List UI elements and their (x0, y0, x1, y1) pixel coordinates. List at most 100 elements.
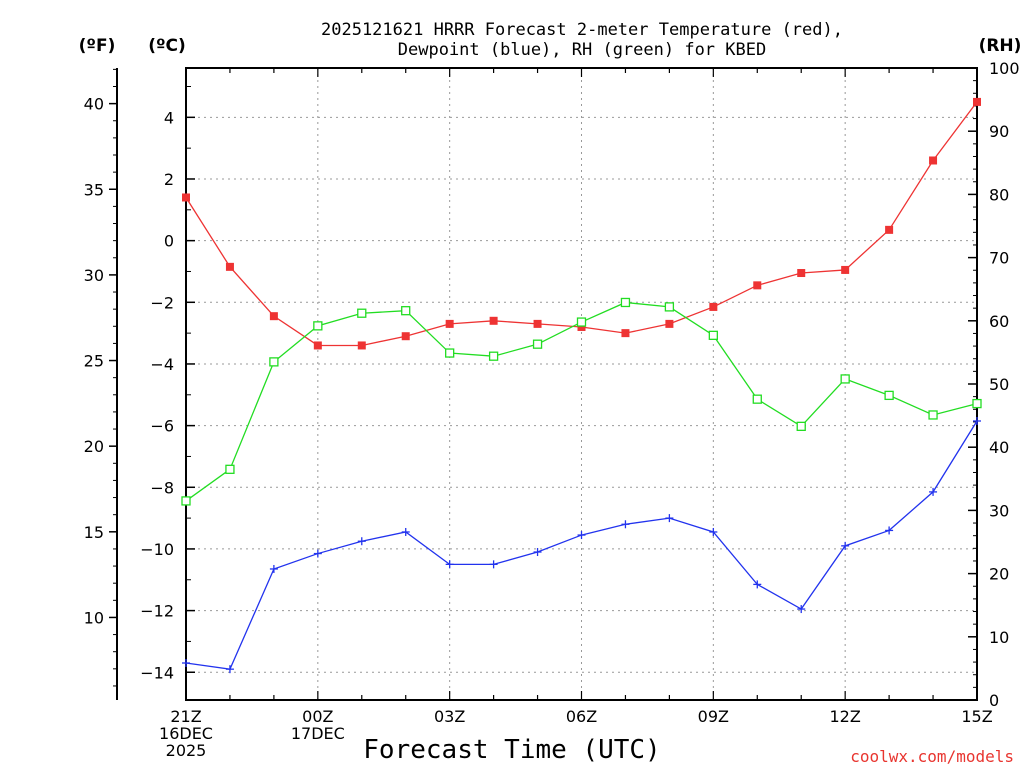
celsius-tick-label: −12 (140, 602, 174, 621)
data-point (401, 527, 410, 536)
data-point (532, 339, 543, 349)
data-point (885, 225, 894, 234)
data-point (225, 262, 234, 271)
data-point (269, 312, 278, 321)
axes (116, 67, 978, 701)
data-point (709, 302, 718, 311)
data-point (621, 520, 630, 529)
fahrenheit-unit-label: (ºF) (79, 36, 116, 56)
data-point (929, 156, 938, 165)
data-point (182, 659, 190, 668)
celsius-tick-label: 4 (164, 108, 174, 127)
data-point (489, 560, 498, 569)
rh-tick-label: 90 (989, 122, 1009, 141)
data-point (796, 421, 806, 431)
data-point (357, 341, 366, 350)
fahrenheit-tick-label: 25 (84, 352, 104, 371)
celsius-tick-label: −4 (150, 355, 174, 374)
data-point (357, 308, 367, 318)
x-tick-label: 03Z (434, 707, 465, 726)
data-point (357, 537, 366, 546)
data-point (928, 410, 938, 420)
x-tick-label: 16DEC (159, 724, 213, 743)
data-point (269, 564, 278, 573)
data-point (445, 348, 455, 358)
x-tick-label: 12Z (830, 707, 861, 726)
series-rh (181, 297, 982, 506)
rh-tick-label: 80 (989, 185, 1009, 204)
data-point (181, 496, 191, 506)
rh-tick-label: 100 (989, 59, 1020, 78)
celsius-tick-label: −8 (150, 478, 174, 497)
data-point (753, 281, 762, 290)
data-point (225, 464, 235, 474)
data-point (797, 605, 806, 614)
rh-unit-label: (RH) (979, 36, 1022, 56)
data-point (841, 265, 850, 274)
data-point (752, 394, 762, 404)
data-point (665, 514, 674, 523)
data-point (489, 316, 498, 325)
data-point (621, 329, 630, 338)
x-tick-label: 09Z (698, 707, 729, 726)
data-point (620, 297, 631, 308)
data-point (445, 319, 454, 328)
data-point (929, 487, 938, 496)
data-point (313, 321, 323, 331)
series-dewpoint (182, 416, 981, 674)
data-point (533, 548, 542, 557)
data-point (973, 97, 981, 106)
rh-tick-label: 60 (989, 312, 1009, 331)
fahrenheit-tick-label: 35 (84, 180, 104, 199)
rh-tick-label: 10 (989, 628, 1009, 647)
data-point (708, 330, 718, 340)
data-series (181, 97, 982, 674)
data-point (577, 322, 586, 331)
data-point (797, 269, 806, 278)
data-point (753, 580, 762, 589)
rh-tick-label: 20 (989, 565, 1009, 584)
x-axis-label: Forecast Time (UTC) (363, 735, 660, 765)
fahrenheit-tick-label: 40 (84, 95, 104, 114)
chart-title-line2: Dewpoint (blue), RH (green) for KBED (398, 40, 766, 60)
fahrenheit-tick-label: 15 (84, 523, 104, 542)
data-point (885, 526, 894, 535)
rh-tick-label: 70 (989, 249, 1009, 268)
data-point (533, 319, 542, 328)
x-tick-label: 06Z (566, 707, 597, 726)
celsius-tick-label: −6 (150, 417, 174, 436)
fahrenheit-tick-label: 10 (84, 608, 104, 627)
celsius-tick-label: −14 (140, 663, 174, 682)
rh-tick-label: 30 (989, 501, 1009, 520)
data-point (840, 374, 850, 384)
data-point (973, 416, 981, 425)
data-point (841, 541, 850, 550)
credit-text: coolwx.com/models (850, 747, 1014, 766)
chart-title-line1: 2025121621 HRRR Forecast 2-meter Tempera… (321, 20, 843, 40)
data-point (225, 665, 234, 674)
data-point (884, 390, 894, 401)
celsius-tick-label: 2 (164, 170, 174, 189)
data-point (972, 398, 982, 409)
data-point (488, 351, 499, 361)
data-point (665, 319, 674, 328)
data-point (313, 341, 322, 350)
data-point (182, 193, 190, 202)
rh-tick-label: 40 (989, 438, 1009, 457)
rh-tick-label: 0 (989, 691, 999, 710)
series-2-meter-temperature (182, 97, 981, 350)
x-tick-label: 2025 (166, 741, 207, 760)
x-tick-label: 00Z (302, 707, 333, 726)
axis-ticks: 420−2−4−6−8−10−12−1440353025201510010203… (84, 59, 1020, 760)
data-point (313, 549, 322, 558)
x-tick-label: 15Z (961, 707, 992, 726)
data-point (401, 332, 410, 341)
data-point (445, 560, 454, 569)
fahrenheit-tick-label: 20 (84, 437, 104, 456)
celsius-tick-label: −2 (150, 293, 174, 312)
rh-tick-label: 50 (989, 375, 1009, 394)
x-tick-label: 17DEC (291, 724, 345, 743)
data-point (577, 531, 586, 540)
celsius-tick-label: −10 (140, 540, 174, 559)
